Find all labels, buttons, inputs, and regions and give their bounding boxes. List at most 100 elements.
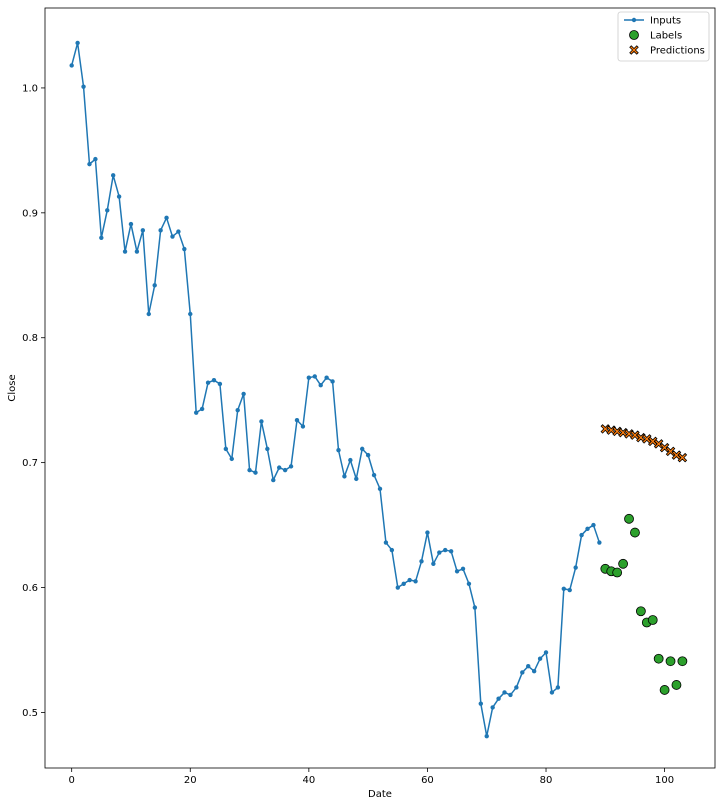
label-point — [659, 685, 670, 695]
inputs-point — [247, 467, 252, 473]
inputs-point — [259, 419, 264, 424]
inputs-point — [176, 229, 181, 234]
y-tick-label: 0.7 — [22, 458, 38, 469]
inputs-point — [543, 650, 549, 655]
inputs-point — [395, 585, 400, 590]
label-point — [677, 656, 688, 667]
inputs-point — [490, 705, 495, 710]
inputs-point — [288, 464, 294, 469]
inputs-point — [520, 670, 525, 675]
inputs-point — [585, 526, 590, 532]
y-tick-label: 0.9 — [22, 208, 38, 219]
plot-area — [45, 8, 715, 768]
inputs-point — [229, 456, 234, 462]
x-tick-label: 100 — [655, 775, 674, 786]
inputs-point — [478, 701, 483, 706]
inputs-point — [271, 477, 276, 483]
inputs-point — [514, 685, 519, 690]
label-point — [653, 653, 664, 664]
inputs-point — [383, 540, 389, 545]
x-tick-label: 40 — [302, 775, 315, 786]
inputs-point — [69, 63, 74, 68]
inputs-point — [526, 664, 531, 669]
inputs-point — [134, 249, 140, 254]
inputs-point — [336, 447, 341, 453]
inputs-point — [365, 452, 371, 458]
inputs-point — [454, 569, 460, 574]
inputs-point — [597, 540, 602, 545]
legend-inputs-marker — [631, 17, 637, 23]
label-point — [630, 527, 640, 538]
inputs-point — [81, 84, 86, 89]
inputs-point — [306, 375, 312, 380]
inputs-point — [437, 550, 442, 555]
x-tick-label: 60 — [421, 775, 434, 786]
inputs-point — [140, 228, 146, 233]
inputs-point — [146, 311, 151, 317]
inputs-point — [188, 311, 193, 317]
inputs-point — [484, 733, 489, 739]
label-point — [612, 567, 623, 578]
inputs-point — [205, 380, 211, 385]
inputs-point — [360, 446, 365, 452]
inputs-point — [253, 470, 258, 475]
x-tick-label: 20 — [184, 775, 197, 786]
inputs-point — [419, 559, 424, 564]
x-tick-label: 80 — [540, 775, 553, 786]
inputs-point — [164, 215, 169, 221]
inputs-point — [591, 522, 596, 528]
inputs-point — [431, 561, 436, 566]
inputs-point — [443, 547, 448, 553]
inputs-point — [193, 410, 199, 415]
inputs-point — [342, 474, 347, 479]
legend-label: Inputs — [650, 16, 681, 27]
inputs-point — [354, 476, 359, 482]
inputs-point — [407, 577, 412, 583]
label-point — [671, 680, 682, 690]
series-layer — [69, 40, 688, 739]
inputs-point — [460, 566, 466, 571]
inputs-point — [182, 246, 187, 252]
inputs-point — [116, 194, 122, 199]
inputs-point — [324, 375, 329, 380]
label-point — [635, 606, 646, 617]
inputs-point — [110, 173, 116, 178]
inputs-point — [235, 407, 240, 413]
prediction-point — [677, 452, 688, 463]
inputs-point — [75, 40, 80, 46]
inputs-point — [508, 692, 513, 698]
inputs-point — [371, 472, 377, 478]
legend-label: Predictions — [650, 46, 705, 57]
inputs-point — [223, 446, 229, 452]
inputs-point — [241, 391, 246, 397]
inputs-point — [217, 381, 223, 387]
legend-labels-marker — [629, 30, 639, 40]
inputs-point — [87, 161, 92, 167]
inputs-point — [555, 685, 561, 690]
label-point — [624, 513, 634, 524]
y-axis-label: Close — [7, 374, 18, 401]
inputs-point — [537, 656, 543, 661]
label-point — [647, 615, 658, 625]
inputs-point — [128, 221, 134, 227]
inputs-point — [318, 382, 323, 388]
inputs-point — [496, 696, 501, 701]
x-axis-ticks: 0 20 40 60 80 100 — [68, 768, 674, 786]
inputs-point — [105, 208, 110, 213]
inputs-point — [377, 486, 383, 492]
y-tick-label: 0.8 — [22, 333, 38, 344]
label-point — [665, 656, 676, 667]
y-axis-ticks: 0.5 0.6 0.7 0.8 0.9 1.0 — [22, 83, 45, 719]
legend-predictions-marker — [629, 45, 639, 55]
inputs-point — [425, 530, 430, 535]
inputs-point — [549, 690, 555, 695]
inputs-point — [448, 549, 454, 554]
y-tick-label: 0.5 — [22, 708, 38, 719]
inputs-point — [567, 587, 572, 593]
inputs-point — [579, 532, 584, 538]
y-tick-label: 1.0 — [22, 83, 38, 94]
inputs-point — [158, 228, 163, 233]
inputs-point — [282, 467, 288, 473]
legend-box — [617, 11, 710, 62]
inputs-point — [348, 457, 353, 463]
